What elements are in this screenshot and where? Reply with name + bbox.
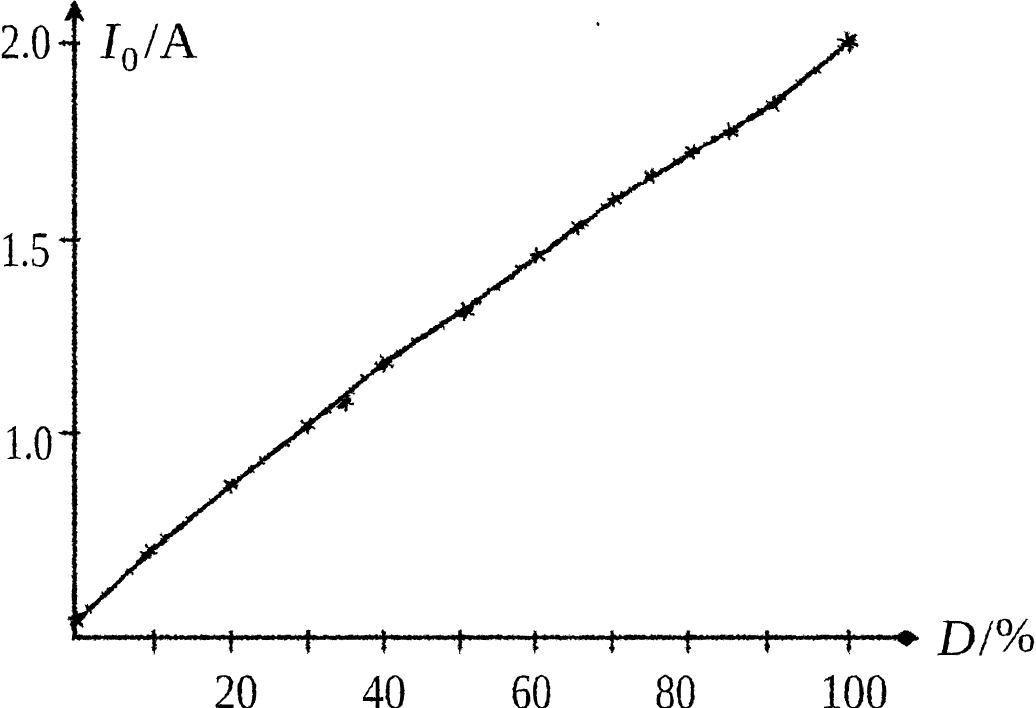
svg-text:60: 60 [511, 663, 552, 708]
svg-text:40: 40 [362, 663, 406, 708]
svg-text:80: 80 [655, 663, 696, 708]
svg-text:0: 0 [121, 40, 139, 79]
svg-text:2.0: 2.0 [0, 13, 51, 69]
svg-text:1.0: 1.0 [4, 414, 53, 470]
svg-text:I: I [100, 13, 121, 70]
svg-text:100: 100 [820, 663, 888, 708]
svg-text:%: % [995, 607, 1036, 662]
svg-text:D: D [937, 610, 976, 667]
svg-text:20: 20 [214, 663, 258, 708]
svg-text:A: A [160, 13, 198, 70]
svg-text:1.5: 1.5 [0, 221, 50, 277]
svg-text:/: / [979, 610, 994, 667]
svg-text:/: / [144, 13, 159, 70]
